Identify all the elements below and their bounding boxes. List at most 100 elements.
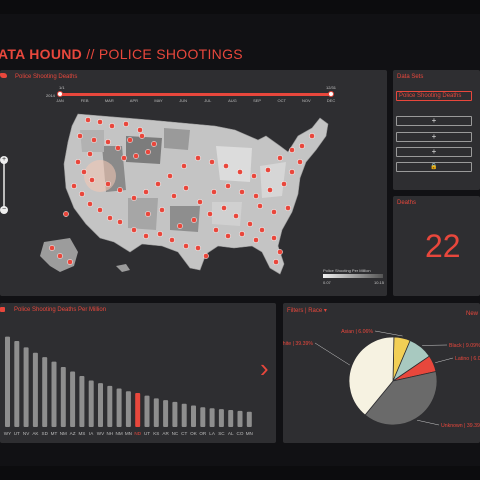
bar-ar[interactable] <box>163 400 169 427</box>
map-dot[interactable] <box>195 155 201 161</box>
map-dot[interactable] <box>289 147 295 153</box>
map-dot[interactable] <box>213 227 219 233</box>
map-dot[interactable] <box>49 245 55 251</box>
slider-handle-start[interactable] <box>57 91 63 97</box>
map-dot[interactable] <box>237 169 243 175</box>
bar-nm[interactable] <box>116 388 122 427</box>
map-dot[interactable] <box>145 211 151 217</box>
map-dot[interactable] <box>133 153 139 159</box>
zoom-in-button[interactable]: + <box>0 156 8 164</box>
map-dot[interactable] <box>117 187 123 193</box>
new-filter-button[interactable]: New <box>466 311 479 317</box>
bar-co[interactable] <box>237 410 243 427</box>
bar-nm[interactable] <box>60 367 66 427</box>
map-dot[interactable] <box>121 155 127 161</box>
map-dot[interactable] <box>281 181 287 187</box>
map-dot[interactable] <box>85 117 91 123</box>
map-dot[interactable] <box>87 151 93 157</box>
filters-title[interactable]: Filters | Race ▾ <box>287 307 327 314</box>
map-dot[interactable] <box>75 159 81 165</box>
map-dot[interactable] <box>105 181 111 187</box>
map-dot[interactable] <box>137 127 143 133</box>
bar-or[interactable] <box>200 407 206 427</box>
map-dot[interactable] <box>297 159 303 165</box>
map-dot[interactable] <box>105 139 111 145</box>
dataset-add-button-3[interactable]: + <box>396 147 472 157</box>
map-dot[interactable] <box>131 227 137 233</box>
map-dot[interactable] <box>181 163 187 169</box>
bar-chart-next-button[interactable]: › <box>260 353 269 383</box>
map-dot[interactable] <box>79 191 85 197</box>
map-dot[interactable] <box>81 169 87 175</box>
map-dot[interactable] <box>225 233 231 239</box>
bar-mt[interactable] <box>51 361 57 427</box>
bar-nc[interactable] <box>172 401 178 427</box>
map-dot[interactable] <box>251 173 257 179</box>
map-dot[interactable] <box>271 235 277 241</box>
map-dot[interactable] <box>253 193 259 199</box>
map-dot[interactable] <box>155 181 161 187</box>
map-dot[interactable] <box>233 213 239 219</box>
bar-ut[interactable] <box>144 395 150 427</box>
map-dot[interactable] <box>89 177 95 183</box>
map-dot[interactable] <box>253 237 259 243</box>
map-dot[interactable] <box>203 253 209 259</box>
bar-la[interactable] <box>209 408 215 427</box>
map-dot[interactable] <box>159 207 165 213</box>
dataset-add-button-2[interactable]: + <box>396 132 472 142</box>
slider-handle-end[interactable] <box>328 91 334 97</box>
map-dot[interactable] <box>117 219 123 225</box>
map-dot[interactable] <box>143 233 149 239</box>
map-dot[interactable] <box>171 193 177 199</box>
bar-nh[interactable] <box>107 385 113 427</box>
dataset-locked-button[interactable]: 🔒 <box>396 162 472 172</box>
map-dot[interactable] <box>257 203 263 209</box>
map-dot[interactable] <box>273 259 279 265</box>
bar-wy[interactable] <box>5 336 10 427</box>
map-dot[interactable] <box>207 211 213 217</box>
dataset-police-shooting-deaths[interactable]: Police Shooting Deaths <box>396 91 472 101</box>
bar-ks[interactable] <box>153 398 159 427</box>
bar-sd[interactable] <box>42 357 48 427</box>
map-dot[interactable] <box>239 189 245 195</box>
map-dot[interactable] <box>267 187 273 193</box>
map-dot[interactable] <box>143 189 149 195</box>
map-dot[interactable] <box>265 167 271 173</box>
map-dot[interactable] <box>177 223 183 229</box>
pie-slice-unknown[interactable] <box>364 371 438 426</box>
map-dot[interactable] <box>183 185 189 191</box>
bar-nd[interactable] <box>135 392 141 427</box>
zoom-out-button[interactable]: − <box>0 206 8 214</box>
us-map[interactable] <box>30 106 340 286</box>
bar-ia[interactable] <box>88 380 94 427</box>
bar-mn[interactable] <box>246 411 252 427</box>
map-dot[interactable] <box>77 133 83 139</box>
map-dot[interactable] <box>97 207 103 213</box>
map-dot[interactable] <box>87 201 93 207</box>
map-dot[interactable] <box>259 227 265 233</box>
map-dot[interactable] <box>271 209 277 215</box>
bar-ut[interactable] <box>14 341 20 427</box>
map-dot[interactable] <box>151 141 157 147</box>
map-dot[interactable] <box>115 145 121 151</box>
map-dot[interactable] <box>223 163 229 169</box>
map-dot[interactable] <box>131 195 137 201</box>
map-dot[interactable] <box>167 173 173 179</box>
map-dot[interactable] <box>123 121 129 127</box>
map-dot[interactable] <box>191 217 197 223</box>
bar-ok[interactable] <box>191 405 196 427</box>
map-dot[interactable] <box>197 199 203 205</box>
bar-ms[interactable] <box>79 375 85 427</box>
bar-ct[interactable] <box>181 403 187 427</box>
bar-ak[interactable] <box>32 352 38 427</box>
map-dot[interactable] <box>67 259 73 265</box>
dataset-add-button-1[interactable]: + <box>396 116 472 126</box>
map-dot[interactable] <box>57 253 63 259</box>
bar-nv[interactable] <box>23 347 29 427</box>
map-dot[interactable] <box>63 211 69 217</box>
timeline-slider[interactable] <box>60 93 331 96</box>
map-dot[interactable] <box>289 169 295 175</box>
map-dot[interactable] <box>169 237 175 243</box>
bar-wv[interactable] <box>98 383 103 427</box>
map-dot[interactable] <box>107 215 113 221</box>
